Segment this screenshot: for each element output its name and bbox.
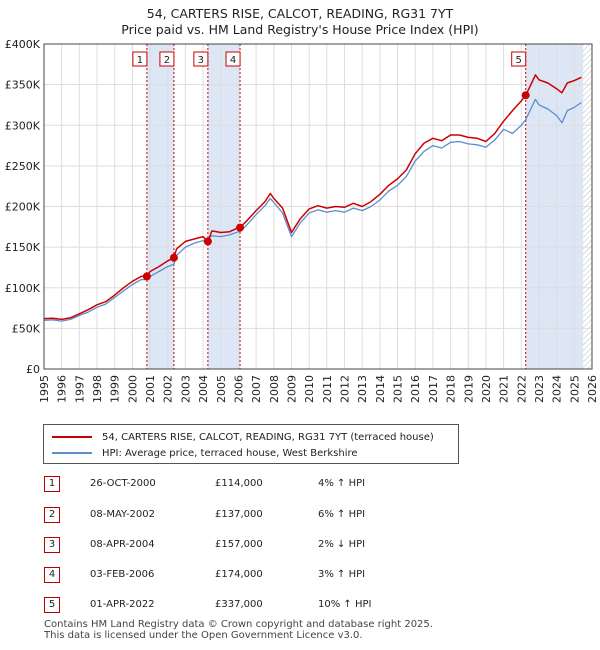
legend-item-property: 54, CARTERS RISE, CALCOT, READING, RG31 … (52, 430, 434, 444)
x-tick-label: 2026 (586, 375, 599, 403)
x-tick-label: 2002 (162, 375, 175, 403)
footer-attribution: Contains HM Land Registry data © Crown c… (44, 619, 433, 641)
y-tick-label: £50K (12, 322, 41, 335)
sale-point (169, 253, 178, 262)
x-tick-label: 2011 (321, 375, 334, 403)
x-tick-label: 2007 (250, 375, 263, 403)
sale-point (521, 91, 530, 100)
transaction-hpi: 2% ↓ HPI (318, 539, 366, 550)
y-tick-label: £150K (5, 241, 41, 254)
y-tick-label: £350K (5, 79, 41, 92)
plot-border (43, 43, 593, 370)
transaction-date: 08-APR-2004 (90, 539, 155, 550)
transaction-date: 01-APR-2022 (90, 599, 155, 610)
transaction-date: 26-OCT-2000 (90, 478, 156, 489)
x-tick-label: 2006 (232, 375, 245, 403)
sale-point (142, 272, 151, 281)
footer-line-1: Contains HM Land Registry data © Crown c… (44, 619, 433, 630)
x-tick-label: 1999 (109, 375, 122, 403)
transaction-hpi: 6% ↑ HPI (318, 509, 366, 520)
sale-point (203, 237, 212, 246)
chart-title: 54, CARTERS RISE, CALCOT, READING, RG31 … (146, 6, 454, 21)
x-tick-label: 2023 (533, 375, 546, 403)
transaction-hpi: 10% ↑ HPI (318, 599, 372, 610)
transaction-price: £337,000 (215, 599, 263, 610)
y-tick-label: £300K (5, 119, 41, 132)
x-tick-label: 1996 (56, 375, 69, 403)
x-tick-label: 2014 (374, 375, 387, 403)
x-tick-label: 2025 (568, 375, 581, 403)
transaction-hpi: 3% ↑ HPI (318, 569, 366, 580)
table-row: 4 03-FEB-2006 £174,000 3% ↑ HPI (0, 567, 600, 585)
transaction-hpi: 4% ↑ HPI (318, 478, 366, 489)
x-tick-label: 2015 (392, 375, 405, 403)
y-tick-label: £0 (26, 363, 40, 376)
sale-marker-label: 5 (516, 55, 522, 66)
x-tick-label: 2001 (144, 375, 157, 403)
x-tick-label: 2016 (409, 375, 422, 403)
sale-marker-box (132, 51, 148, 67)
table-row: 2 08-MAY-2002 £137,000 6% ↑ HPI (0, 507, 600, 525)
y-tick-label: £100K (5, 282, 41, 295)
x-tick-label: 2004 (197, 375, 210, 403)
sale-marker-box (193, 51, 209, 67)
x-tick-label: 2021 (498, 375, 511, 403)
sale-marker-label: 2 (164, 55, 170, 66)
table-row: 1 26-OCT-2000 £114,000 4% ↑ HPI (0, 476, 600, 494)
legend-label-property: 54, CARTERS RISE, CALCOT, READING, RG31 … (102, 431, 434, 443)
x-tick-label: 2008 (268, 375, 281, 403)
legend-label-hpi: HPI: Average price, terraced house, West… (102, 447, 358, 459)
transaction-marker: 3 (44, 537, 60, 553)
x-tick-label: 2005 (215, 375, 228, 403)
x-tick-label: 2024 (551, 375, 564, 403)
sale-marker-box (511, 51, 527, 67)
sale-marker-label: 4 (230, 55, 236, 66)
legend-swatch-hpi (52, 452, 92, 454)
transaction-price: £137,000 (215, 509, 263, 520)
y-tick-label: £400K (5, 38, 41, 51)
legend-swatch-property (52, 436, 92, 438)
x-tick-label: 2013 (356, 375, 369, 403)
x-tick-label: 1995 (38, 375, 51, 403)
x-tick-label: 1998 (91, 375, 104, 403)
transaction-price: £174,000 (215, 569, 263, 580)
sale-marker-label: 3 (198, 55, 204, 66)
transaction-date: 03-FEB-2006 (90, 569, 155, 580)
transaction-date: 08-MAY-2002 (90, 509, 156, 520)
sale-marker-box (159, 51, 175, 67)
transaction-marker: 4 (44, 567, 60, 583)
x-tick-label: 2022 (515, 375, 528, 403)
chart-legend: 54, CARTERS RISE, CALCOT, READING, RG31 … (43, 424, 459, 464)
x-tick-label: 1997 (73, 375, 86, 403)
x-tick-label: 2018 (445, 375, 458, 403)
footer-line-2: This data is licensed under the Open Gov… (44, 630, 363, 641)
x-tick-label: 2000 (126, 375, 139, 403)
sale-point (236, 223, 245, 232)
x-tick-label: 2019 (462, 375, 475, 403)
transaction-price: £114,000 (215, 478, 263, 489)
table-row: 5 01-APR-2022 £337,000 10% ↑ HPI (0, 597, 600, 615)
x-tick-label: 2010 (303, 375, 316, 403)
y-tick-label: £250K (5, 160, 41, 173)
x-tick-label: 2003 (179, 375, 192, 403)
series-line-hpi (43, 98, 582, 322)
x-tick-label: 2020 (480, 375, 493, 403)
transaction-marker: 1 (44, 476, 60, 492)
legend-item-hpi: HPI: Average price, terraced house, West… (52, 446, 358, 460)
x-tick-label: 2017 (427, 375, 440, 403)
sale-marker-label: 1 (137, 55, 143, 66)
sale-marker-box (225, 51, 241, 67)
x-tick-label: 2012 (339, 375, 352, 403)
transaction-marker: 2 (44, 507, 60, 523)
table-row: 3 08-APR-2004 £157,000 2% ↓ HPI (0, 537, 600, 555)
price-chart: £0 £50K £100K £150K £200K £250K £300K £350K £400… (5, 38, 599, 403)
chart-subtitle: Price paid vs. HM Land Registry's House … (121, 22, 479, 37)
x-tick-label: 2009 (285, 375, 298, 403)
transaction-price: £157,000 (215, 539, 263, 550)
transaction-marker: 5 (44, 597, 60, 613)
y-tick-label: £200K (5, 201, 41, 214)
